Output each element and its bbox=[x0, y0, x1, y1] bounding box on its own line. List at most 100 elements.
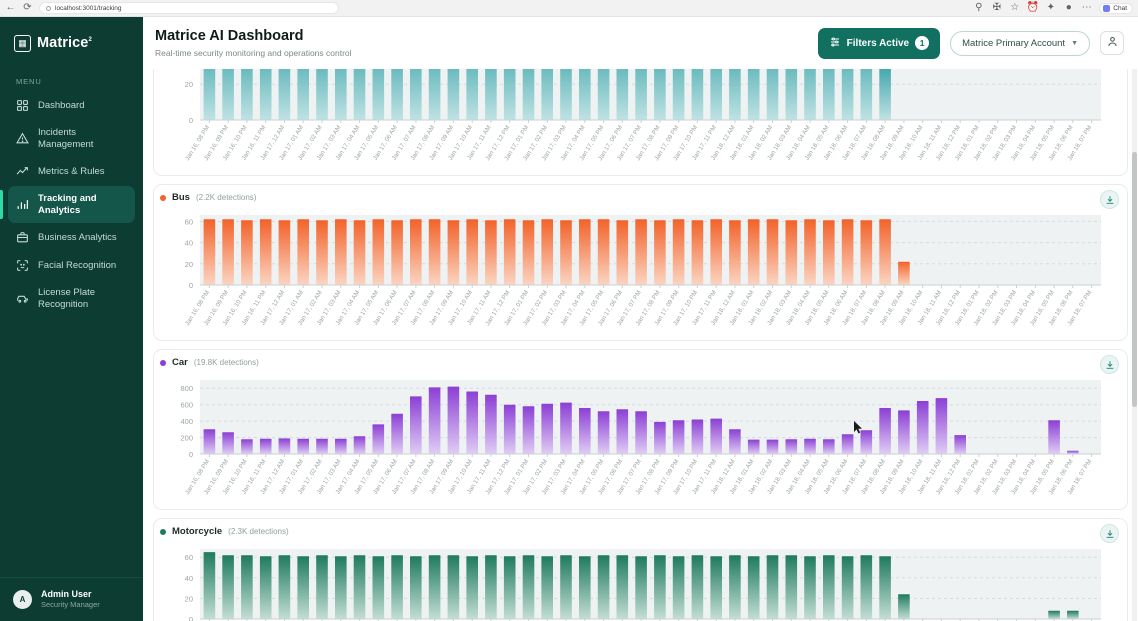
read-aloud-icon[interactable]: ✠ bbox=[992, 2, 1001, 13]
chat-label: Chat bbox=[1113, 4, 1127, 12]
svg-text:200: 200 bbox=[180, 434, 193, 443]
bar bbox=[222, 432, 234, 454]
bar bbox=[503, 69, 516, 120]
bar bbox=[672, 556, 685, 619]
page-header: Matrice AI Dashboard Real-time security … bbox=[143, 17, 1138, 69]
chart-header-motorcycle: Motorcycle (2.3K detections) bbox=[154, 519, 1127, 541]
bar bbox=[241, 555, 253, 619]
brand-name: Matrice2 bbox=[37, 35, 92, 51]
bar bbox=[353, 555, 366, 619]
bar bbox=[616, 409, 629, 454]
address-bar[interactable]: localhost:3001/tracking bbox=[39, 2, 339, 14]
bar bbox=[410, 69, 422, 120]
more-options-icon[interactable]: ⋯ bbox=[1081, 2, 1092, 13]
bar bbox=[747, 556, 760, 619]
sidebar-spacer bbox=[0, 317, 143, 576]
bar bbox=[485, 220, 497, 285]
bar bbox=[766, 69, 779, 120]
bar bbox=[804, 438, 816, 454]
copilot-chat-button[interactable]: Chat bbox=[1099, 2, 1133, 14]
chart-card-car: Car (19.8K detections) 0 200 400 600 800 Jan 16… bbox=[153, 349, 1128, 510]
page-subtitle: Real-time security monitoring and operat… bbox=[155, 47, 352, 58]
filters-active-button[interactable]: Filters Active 1 bbox=[817, 27, 941, 59]
avatar: A bbox=[13, 589, 32, 609]
favorite-star-icon[interactable]: ☆ bbox=[1010, 2, 1020, 13]
user-avatar-button[interactable] bbox=[1100, 31, 1124, 55]
bar bbox=[898, 261, 910, 285]
bar bbox=[766, 219, 779, 285]
bar bbox=[898, 594, 910, 619]
bar bbox=[241, 439, 253, 454]
bar bbox=[316, 438, 328, 454]
sidebar-item-incidents-management[interactable]: Incidents Management bbox=[8, 120, 135, 157]
bar bbox=[391, 555, 403, 619]
bar bbox=[353, 69, 366, 120]
vertical-scrollbar-thumb[interactable] bbox=[1132, 152, 1137, 407]
bar bbox=[672, 219, 685, 285]
bar bbox=[222, 555, 234, 619]
bar bbox=[691, 419, 704, 454]
sidebar-user-profile[interactable]: A Admin User Security Manager bbox=[0, 576, 143, 621]
bar bbox=[616, 555, 629, 619]
bar bbox=[203, 429, 216, 454]
bar bbox=[766, 439, 779, 454]
svg-text:600: 600 bbox=[180, 401, 193, 410]
bar bbox=[410, 556, 422, 619]
bar bbox=[729, 429, 741, 454]
chart-plot-bus: 0 20 40 60 Jan 16, 08 PM Jan 16, 09 PM Jan 16,… bbox=[154, 207, 1127, 340]
bar bbox=[466, 69, 478, 120]
collections-icon[interactable]: ✦ bbox=[1046, 2, 1055, 13]
history-icon[interactable]: ⏰ bbox=[1026, 2, 1039, 13]
bar bbox=[616, 220, 629, 285]
browser-actions: ⚲ ✠ ☆ ⏰ ✦ ● ⋯ Chat bbox=[973, 2, 1133, 14]
sidebar-item-metrics-rules[interactable]: Metrics & Rules bbox=[8, 158, 135, 185]
bar bbox=[241, 69, 253, 120]
bar bbox=[522, 220, 535, 285]
bar bbox=[597, 219, 610, 285]
sidebar-item-facial-recognition[interactable]: Facial Recognition bbox=[8, 252, 135, 279]
sidebar-item-tracking-and-analytics[interactable]: Tracking and Analytics bbox=[0, 186, 135, 224]
svg-text:20: 20 bbox=[185, 80, 193, 89]
brand-logo[interactable]: ▦ Matrice2 bbox=[0, 17, 143, 69]
profile-icon[interactable]: ● bbox=[1065, 2, 1072, 13]
sidebar-item-license-plate-recognition[interactable]: License Plate Recognition bbox=[8, 280, 135, 317]
chevron-down-icon: ▼ bbox=[1071, 39, 1078, 47]
bar bbox=[823, 555, 835, 619]
zoom-icon[interactable]: ⚲ bbox=[975, 2, 983, 13]
mouse-cursor bbox=[854, 421, 862, 434]
account-label: Matrice Primary Account bbox=[962, 37, 1066, 49]
bar bbox=[729, 69, 741, 120]
bar bbox=[579, 408, 591, 454]
chart-header-car: Car (19.8K detections) bbox=[154, 350, 1127, 372]
bar bbox=[616, 69, 629, 120]
download-chart-button[interactable] bbox=[1100, 190, 1119, 209]
sidebar-item-dashboard[interactable]: Dashboard bbox=[8, 92, 135, 119]
bar bbox=[841, 219, 854, 285]
bar bbox=[466, 391, 478, 454]
bar bbox=[654, 69, 666, 120]
car-icon bbox=[16, 292, 29, 305]
sidebar-item-business-analytics[interactable]: Business Analytics bbox=[8, 224, 135, 251]
sidebar-user-text: Admin User Security Manager bbox=[41, 589, 100, 610]
download-chart-button[interactable] bbox=[1100, 355, 1119, 374]
legend-dot bbox=[160, 194, 166, 201]
svg-text:60: 60 bbox=[185, 553, 193, 562]
back-arrow-icon[interactable]: ← bbox=[5, 2, 16, 13]
bar bbox=[747, 69, 760, 120]
account-selector[interactable]: Matrice Primary Account ▼ bbox=[950, 30, 1090, 56]
bar bbox=[860, 220, 873, 285]
chart-title: Bus bbox=[172, 192, 190, 203]
bar bbox=[1048, 610, 1060, 619]
download-chart-button[interactable] bbox=[1100, 524, 1119, 543]
bar bbox=[259, 219, 272, 285]
reload-icon[interactable]: ⟳ bbox=[23, 2, 32, 13]
bar bbox=[485, 555, 497, 619]
bar bbox=[804, 556, 816, 619]
bar bbox=[785, 439, 798, 454]
